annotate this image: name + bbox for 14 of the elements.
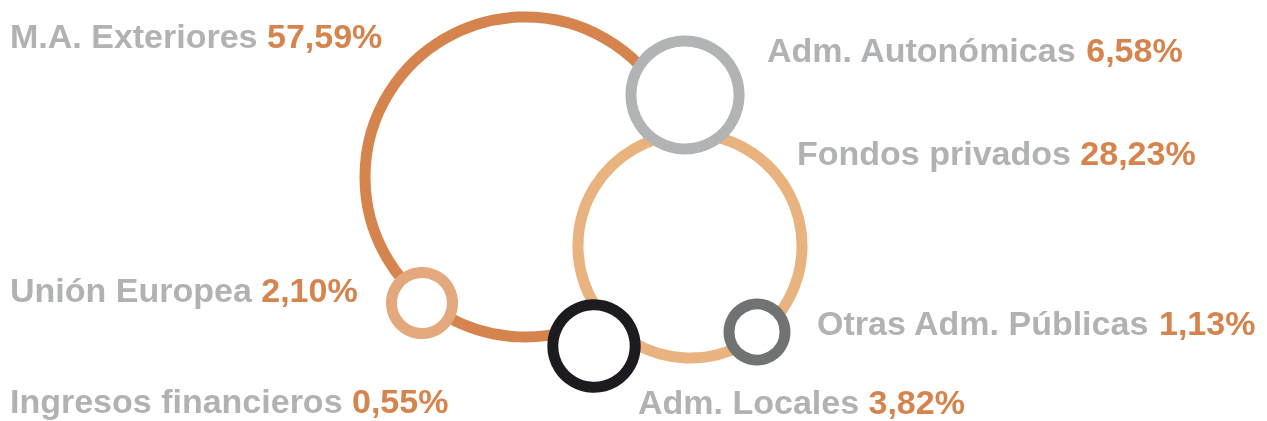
- data-label: 28,23%: [1080, 134, 1196, 172]
- category-label: Unión Europea: [10, 271, 253, 309]
- category-label: Otras Adm. Públicas: [817, 304, 1149, 342]
- category-label: Adm. Autonómicas: [767, 31, 1076, 69]
- category-label: Fondos privados: [797, 134, 1071, 172]
- category-label: Ingresos financieros: [10, 382, 343, 420]
- category-label: Adm. Locales: [638, 383, 860, 421]
- data-label: 0,55%: [351, 382, 449, 420]
- data-label: 57,59%: [266, 17, 383, 55]
- data-label: 2,10%: [261, 271, 358, 309]
- data-label: 1,13%: [1158, 304, 1256, 342]
- data-label: 3,82%: [868, 383, 965, 421]
- data-label: 6,58%: [1086, 31, 1183, 69]
- category-label: M.A. Exteriores: [10, 17, 258, 55]
